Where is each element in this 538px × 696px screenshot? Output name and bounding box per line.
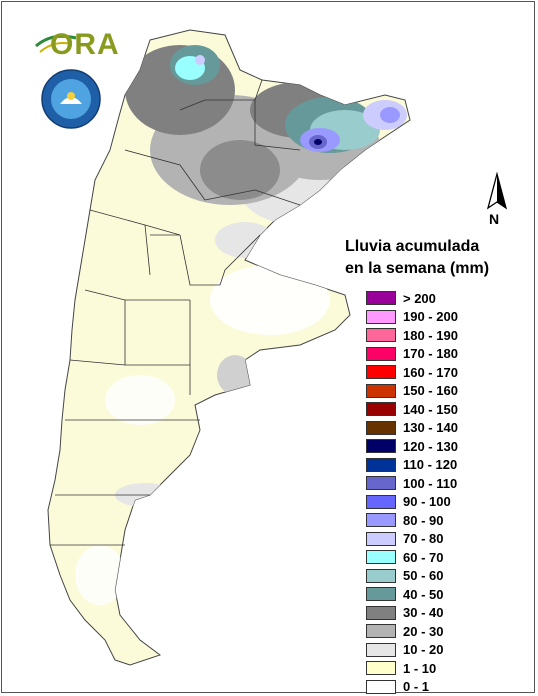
legend-swatch	[366, 494, 396, 509]
legend-label: 190 - 200	[403, 309, 458, 325]
north-label: N	[489, 211, 500, 227]
legend-title-line2: en la semana (mm)	[345, 260, 490, 277]
legend-label: > 200	[403, 290, 436, 306]
legend-label: 160 - 170	[403, 364, 458, 380]
legend-swatch	[366, 383, 396, 398]
legend-label: 170 - 180	[403, 346, 458, 362]
legend-item: > 200	[366, 289, 458, 308]
smn-seal-icon	[41, 69, 101, 129]
legend-label: 120 - 130	[403, 438, 458, 454]
legend-item: 180 - 190	[366, 326, 458, 345]
legend-item: 20 - 30	[366, 622, 458, 641]
north-arrow-icon	[486, 172, 508, 210]
legend-item: 190 - 200	[366, 308, 458, 327]
legend-label: 20 - 30	[403, 623, 444, 639]
legend-swatch	[366, 420, 396, 435]
legend-swatch	[366, 402, 396, 417]
rain-patch-20-30	[217, 355, 253, 395]
rain-patch-80-90	[380, 107, 400, 123]
legend-swatch	[366, 624, 396, 639]
legend-swatch	[366, 513, 396, 528]
rain-patch-0-1	[210, 265, 330, 335]
legend-label: 110 - 120	[403, 457, 458, 473]
legend-item: 70 - 80	[366, 530, 458, 549]
legend-item: 160 - 170	[366, 363, 458, 382]
legend-swatch	[366, 457, 396, 472]
legend-item: 60 - 70	[366, 548, 458, 567]
rain-patch-120-130	[314, 139, 322, 145]
legend-label: 180 - 190	[403, 327, 458, 343]
ora-logo-icon	[35, 34, 77, 53]
legend-swatch	[366, 476, 396, 491]
legend-item: 90 - 100	[366, 493, 458, 512]
legend-swatch	[366, 309, 396, 324]
legend-swatch	[366, 642, 396, 657]
rain-patch-10-20	[215, 222, 275, 258]
legend-label: 150 - 160	[403, 383, 458, 399]
legend-swatch	[366, 550, 396, 565]
legend-label: 50 - 60	[403, 568, 444, 584]
legend: > 200 190 - 200 180 - 190 170 - 180 160 - 17…	[366, 289, 458, 696]
rain-patch-30-40	[200, 140, 280, 200]
legend-item: 80 - 90	[366, 511, 458, 530]
legend-swatch	[366, 661, 396, 676]
legend-label: 30 - 40	[403, 605, 444, 621]
legend-swatch	[366, 365, 396, 380]
legend-item: 100 - 110	[366, 474, 458, 493]
province-borders	[50, 79, 301, 546]
legend-swatch	[366, 605, 396, 620]
legend-label: 100 - 110	[403, 475, 458, 491]
legend-item: 10 - 20	[366, 641, 458, 660]
legend-label: 140 - 150	[403, 401, 458, 417]
legend-swatch	[366, 531, 396, 546]
legend-title: Lluvia acumulada en la semana (mm)	[345, 236, 489, 280]
rain-patch-70-80	[195, 55, 205, 65]
legend-item: 140 - 150	[366, 400, 458, 419]
legend-label: 90 - 100	[403, 494, 451, 510]
legend-label: 10 - 20	[403, 642, 444, 658]
legend-swatch	[366, 439, 396, 454]
legend-item: 0 - 1	[366, 678, 458, 696]
legend-label: 80 - 90	[403, 512, 444, 528]
legend-swatch	[366, 291, 396, 306]
legend-label: 60 - 70	[403, 549, 444, 565]
legend-item: 150 - 160	[366, 382, 458, 401]
legend-item: 1 - 10	[366, 659, 458, 678]
legend-swatch	[366, 328, 396, 343]
legend-item: 120 - 130	[366, 437, 458, 456]
legend-label: 1 - 10	[403, 660, 437, 676]
legend-label: 0 - 1	[403, 679, 430, 695]
legend-label: 40 - 50	[403, 586, 444, 602]
legend-swatch	[366, 568, 396, 583]
legend-item: 30 - 40	[366, 604, 458, 623]
legend-swatch	[366, 587, 396, 602]
legend-swatch	[366, 346, 396, 361]
legend-swatch	[366, 679, 396, 694]
legend-item: 40 - 50	[366, 585, 458, 604]
legend-item: 170 - 180	[366, 345, 458, 364]
legend-title-line1: Lluvia acumulada	[345, 238, 480, 255]
legend-item: 50 - 60	[366, 567, 458, 586]
ora-logo-text: ORA	[50, 28, 120, 61]
legend-label: 70 - 80	[403, 531, 444, 547]
legend-item: 130 - 140	[366, 419, 458, 438]
rain-patch-0-1	[75, 545, 125, 605]
legend-label: 130 - 140	[403, 420, 458, 436]
legend-item: 110 - 120	[366, 456, 458, 475]
rain-patch-0-1	[105, 375, 175, 425]
